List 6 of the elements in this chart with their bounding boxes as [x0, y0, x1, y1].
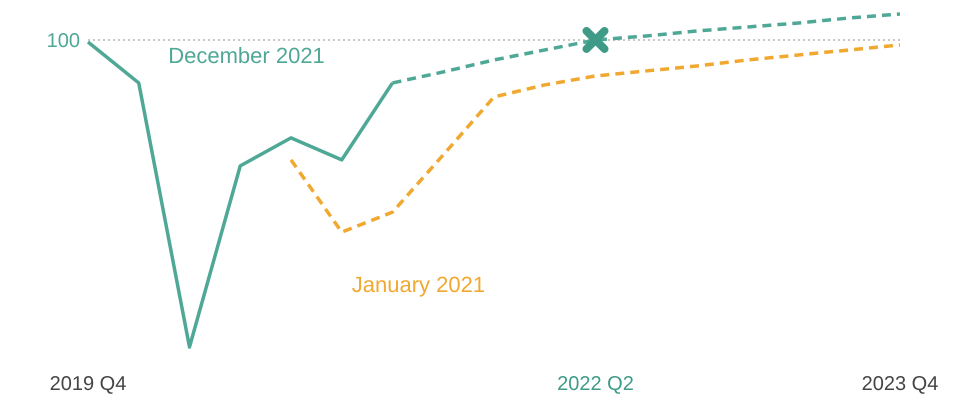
- x-tick-label: 2019 Q4: [50, 373, 126, 395]
- series-label: December 2021: [168, 42, 325, 68]
- series-label: January 2021: [352, 272, 486, 298]
- x-tick-label: 2023 Q4: [862, 373, 938, 395]
- x-tick-label: 2022 Q2: [557, 373, 634, 395]
- text: 100: [46, 30, 80, 52]
